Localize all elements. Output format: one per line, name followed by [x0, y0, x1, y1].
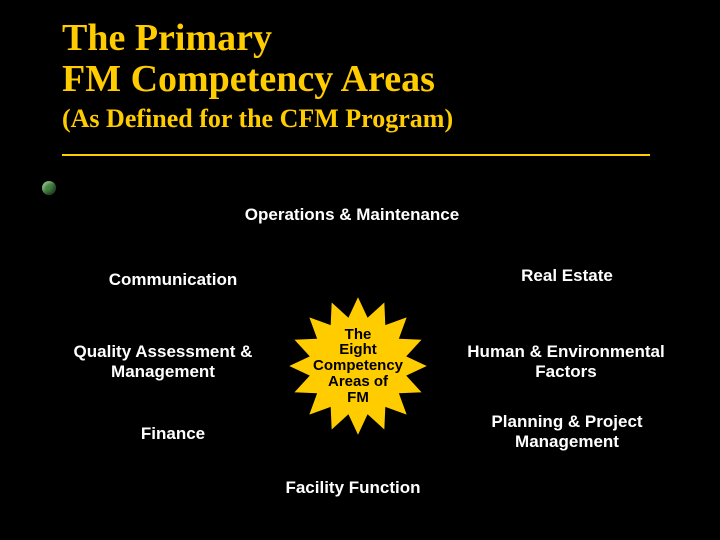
competency-box-real: Real Estate — [468, 262, 666, 290]
bullet-icon — [42, 181, 56, 195]
competency-box-qa: Quality Assessment & Management — [52, 340, 274, 384]
competency-box-fin: Finance — [108, 420, 238, 448]
title-block: The Primary FM Competency Areas (As Defi… — [62, 18, 453, 134]
competency-box-ops: Operations & Maintenance — [230, 201, 474, 229]
title-line1: The Primary — [62, 18, 453, 59]
starburst-label: The Eight Competency Areas of FM — [288, 296, 428, 436]
competency-box-ff: Facility Function — [256, 474, 450, 502]
title-underline — [62, 154, 650, 156]
competency-box-ppm: Planning & Project Management — [460, 410, 674, 454]
competency-box-hef: Human & Environmental Factors — [442, 340, 690, 384]
competency-box-comm: Communication — [72, 266, 274, 294]
title-line2: FM Competency Areas — [62, 59, 453, 100]
subtitle: (As Defined for the CFM Program) — [62, 104, 453, 134]
starburst: The Eight Competency Areas of FM — [288, 296, 428, 436]
